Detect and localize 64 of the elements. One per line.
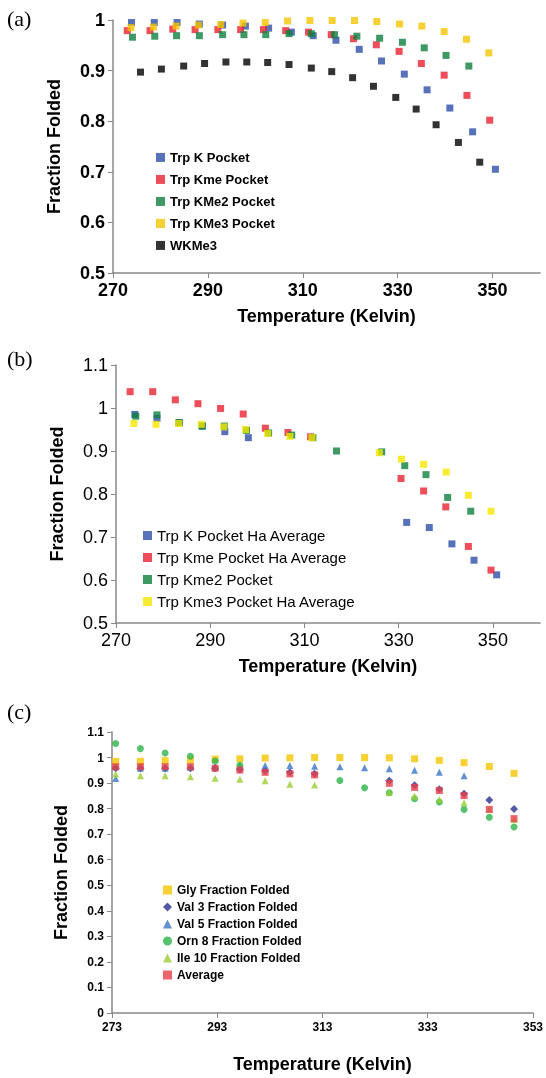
legend-label: Trp K Pocket Ha Average <box>157 527 326 544</box>
legend-label: Val 3 Fraction Folded <box>177 900 298 914</box>
y-tick-label: 1 <box>97 750 105 765</box>
legend-label: WKMe3 <box>170 237 217 253</box>
y-tick-label: 0.5 <box>79 263 105 283</box>
x-tick-label: 290 <box>192 280 223 300</box>
y-tick-label: 0.5 <box>82 613 108 633</box>
y-tick-label: 0.1 <box>87 980 105 995</box>
y-tick-label: 0.7 <box>87 827 105 842</box>
x-tick-label: 353 <box>522 1020 544 1034</box>
y-tick-label: 0.9 <box>82 441 108 461</box>
x-axis-title: Temperature (Kelvin) <box>238 656 418 676</box>
chart-title: (b) <box>7 345 33 371</box>
legend-label: Trp Kme3 Pocket Ha Average <box>157 593 355 610</box>
chart-title: (c) <box>7 698 32 724</box>
x-tick-label: 330 <box>383 630 414 650</box>
x-tick-label: 310 <box>289 630 320 650</box>
y-axis-title: Fraction Folded <box>44 79 64 214</box>
y-tick-label: 0.8 <box>87 801 105 816</box>
y-axis-title: Fraction Folded <box>47 426 67 562</box>
y-tick-label: 0.8 <box>82 484 108 504</box>
y-tick-label: 0.2 <box>87 954 105 969</box>
x-axis-title: Temperature (Kelvin) <box>233 1054 412 1074</box>
legend-label: Trp KMe2 Pocket <box>170 193 276 209</box>
legend-label: Trp Kme Pocket <box>170 171 269 187</box>
y-tick-label: 1.1 <box>82 355 108 375</box>
legend-label: Val 5 Fraction Folded <box>177 917 298 931</box>
chart-title: (a) <box>7 5 32 31</box>
legend-label: Orn 8 Fraction Folded <box>177 934 302 948</box>
y-tick-label: 0.7 <box>82 527 108 547</box>
legend-label: Ile 10 Fraction Folded <box>177 951 301 965</box>
legend-label: Trp Kme Pocket Ha Average <box>157 549 347 566</box>
y-tick-label: 0.7 <box>79 161 105 182</box>
y-tick-label: 0.8 <box>79 111 105 132</box>
y-axis-title: Fraction Folded <box>51 805 71 940</box>
y-tick-label: 0.9 <box>87 776 105 791</box>
y-tick-label: 0 <box>97 1006 105 1020</box>
x-tick-label: 293 <box>207 1020 228 1034</box>
x-tick-label: 333 <box>417 1020 439 1034</box>
x-tick-label: 270 <box>100 630 132 650</box>
y-tick-label: 0.4 <box>87 903 105 918</box>
y-tick-label: 0.6 <box>87 852 105 867</box>
y-tick-label: 0.5 <box>87 878 105 893</box>
legend-label: Trp KMe3 Pocket <box>170 215 276 231</box>
y-tick-label: 0.6 <box>79 212 105 233</box>
x-tick-label: 270 <box>97 280 129 300</box>
legend-label: Average <box>177 968 225 982</box>
x-tick-label: 313 <box>312 1020 333 1034</box>
y-tick-label: 0.9 <box>79 60 105 81</box>
x-tick-label: 273 <box>101 1020 123 1034</box>
legend-label: Gly Fraction Folded <box>177 883 290 897</box>
y-tick-label: 1 <box>97 398 108 418</box>
y-tick-label: 1.1 <box>87 725 105 739</box>
x-axis-title: Temperature (Kelvin) <box>237 306 416 326</box>
x-tick-label: 350 <box>477 280 508 300</box>
x-tick-label: 350 <box>477 630 508 650</box>
y-tick-label: 0.3 <box>87 929 105 944</box>
x-tick-label: 330 <box>382 280 413 300</box>
y-tick-label: 0.6 <box>82 570 108 590</box>
legend-label: Trp Kme2 Pocket <box>157 571 274 588</box>
x-tick-label: 310 <box>287 280 318 300</box>
legend-label: Trp K Pocket <box>170 149 251 165</box>
x-tick-label: 290 <box>195 630 226 650</box>
y-tick-label: 1 <box>94 10 105 30</box>
